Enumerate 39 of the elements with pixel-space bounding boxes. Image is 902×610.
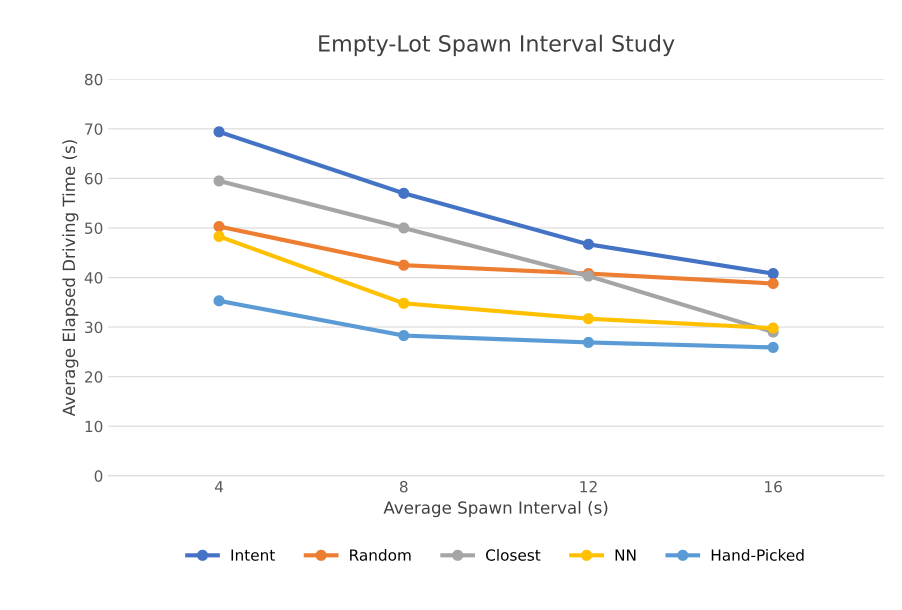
point: [398, 330, 410, 342]
y-tick-label: 50: [85, 222, 102, 234]
point: [768, 322, 779, 334]
x-tick-label: 4: [214, 481, 224, 492]
point: [214, 295, 225, 306]
point: [582, 313, 594, 324]
y-tick-label: 40: [84, 272, 102, 284]
y-tick-label: 10: [86, 420, 102, 432]
x-tick-label: 16: [765, 480, 782, 492]
y-tick-label: 30: [85, 322, 102, 334]
point: [768, 342, 779, 353]
y-tick-label: 0: [94, 470, 102, 482]
y-tick-label: 20: [85, 371, 102, 383]
legend-label: Random: [350, 549, 411, 561]
point: [214, 175, 225, 186]
point: [214, 220, 225, 232]
point: [398, 222, 410, 234]
point: [214, 126, 225, 138]
y-tick-label: 60: [85, 172, 102, 184]
x-tick-label: 8: [400, 480, 408, 492]
point: [398, 188, 410, 199]
legend-label: NN: [616, 549, 636, 561]
point: [214, 230, 225, 242]
legend-label: Intent: [232, 549, 275, 561]
point: [582, 270, 594, 282]
y-tick-label: 80: [84, 74, 102, 86]
point: [398, 298, 410, 309]
y-tick-label: 70: [85, 123, 102, 135]
x-axis-title: Average Spawn Interval (s): [384, 501, 608, 518]
legend-label: Closest: [486, 549, 540, 561]
point: [768, 268, 779, 280]
x-tick-label: 12: [580, 480, 597, 492]
point: [582, 238, 594, 250]
legend-label: Hand-Picked: [712, 549, 804, 561]
point: [582, 336, 594, 348]
point: [768, 278, 779, 290]
y-axis-title: Average Elapsed Driving Time (s): [62, 140, 78, 416]
point: [398, 260, 410, 271]
chart-title: Empty-Lot Spawn Interval Study: [319, 34, 674, 56]
